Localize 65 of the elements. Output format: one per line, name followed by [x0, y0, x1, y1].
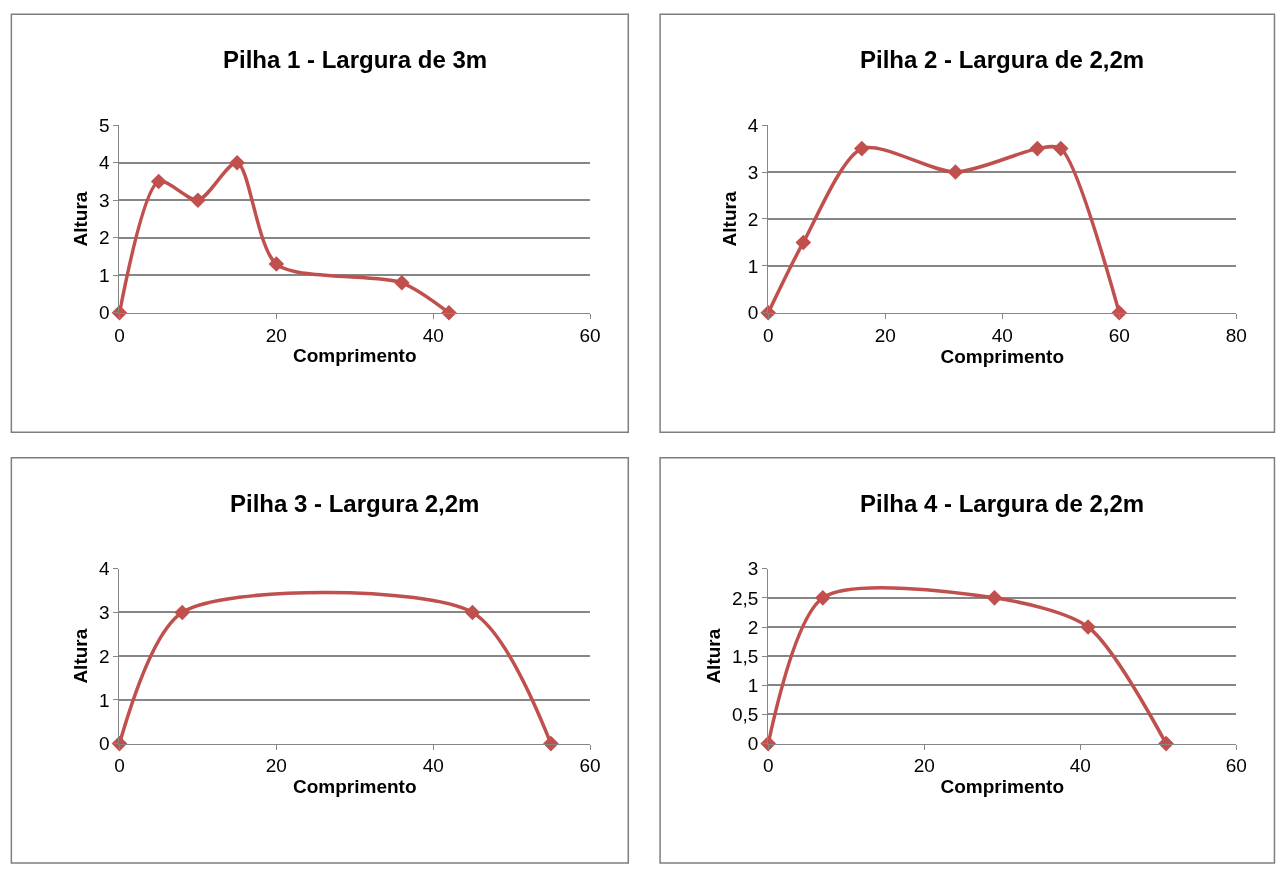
point [854, 140, 870, 157]
x-tick-label: 0 [762, 755, 774, 777]
point [1080, 619, 1096, 635]
point [1029, 140, 1046, 157]
point [190, 192, 206, 209]
y-tick-label: 3 [747, 161, 759, 183]
x-tick-label: 0 [114, 755, 125, 777]
point [268, 256, 285, 272]
y-tick-label: 4 [747, 114, 759, 136]
y-tick-label: 0,5 [731, 704, 759, 726]
point [394, 274, 410, 291]
y-tick-label: 1 [99, 264, 110, 286]
x-tick-label: 60 [1225, 755, 1247, 777]
chart-title: Pilha 2 - Largura de 2,2m [860, 46, 1145, 73]
y-tick-label: 1 [747, 674, 759, 696]
x-axis-title: Comprimento [293, 345, 417, 367]
y-tick-label: 0 [747, 302, 759, 324]
x-tick-label: 20 [265, 324, 287, 346]
x-tick-label: 0 [114, 324, 125, 346]
x-tick-label: 20 [913, 755, 935, 777]
chart-title: Pilha 1 - Largura de 3m [223, 46, 488, 73]
chart-title: Pilha 4 - Largura de 2,2m [860, 490, 1145, 517]
x-tick-label: 40 [422, 755, 444, 777]
x-tick-label: 40 [1069, 755, 1091, 777]
x-tick-label: 60 [579, 755, 601, 777]
y-axis-title: Altura [718, 191, 740, 247]
y-axis-title: Altura [69, 628, 91, 684]
point [229, 154, 245, 171]
point [1052, 140, 1069, 157]
point [150, 173, 167, 190]
y-tick-label: 3 [99, 189, 110, 211]
y-tick-label: 4 [99, 152, 111, 174]
y-tick-label: 4 [99, 558, 111, 580]
x-tick-label: 80 [1225, 324, 1247, 346]
y-tick-label: 1 [99, 689, 110, 711]
y-tick-label: 0 [747, 733, 759, 755]
point [986, 590, 1003, 606]
x-axis-title: Comprimento [293, 776, 417, 798]
y-tick-label: 5 [99, 114, 110, 136]
y-tick-label: 3 [99, 602, 110, 624]
point [795, 234, 812, 251]
y-tick-label: 0 [99, 302, 110, 324]
y-tick-label: 2 [99, 227, 110, 249]
y-tick-label: 0 [99, 733, 110, 755]
y-axis-title: Altura [702, 628, 724, 684]
x-tick-label: 60 [1108, 324, 1130, 346]
x-tick-label: 20 [874, 324, 896, 346]
x-tick-label: 60 [579, 324, 601, 346]
y-tick-label: 3 [747, 558, 759, 580]
y-tick-label: 2 [747, 208, 759, 230]
y-tick-label: 1 [747, 255, 759, 277]
x-tick-label: 40 [991, 324, 1013, 346]
x-axis-title: Comprimento [940, 345, 1064, 367]
y-tick-label: 2 [747, 616, 759, 638]
y-tick-label: 2,5 [731, 587, 759, 609]
point [815, 590, 831, 606]
x-tick-label: 40 [422, 324, 444, 346]
x-tick-label: 0 [762, 324, 774, 346]
point [947, 164, 964, 180]
x-tick-label: 20 [265, 755, 287, 777]
x-axis-title: Comprimento [940, 776, 1064, 798]
y-tick-label: 1,5 [731, 645, 759, 667]
y-axis-title: Altura [69, 191, 91, 247]
y-tick-label: 2 [99, 645, 110, 667]
chart-title: Pilha 3 - Largura 2,2m [230, 490, 480, 517]
